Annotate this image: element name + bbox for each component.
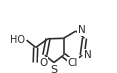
Text: S: S [50,65,57,73]
Text: O: O [39,58,47,68]
Text: HO: HO [10,35,25,45]
Text: N: N [78,25,85,35]
Text: N: N [84,50,92,60]
Text: Cl: Cl [68,58,78,68]
